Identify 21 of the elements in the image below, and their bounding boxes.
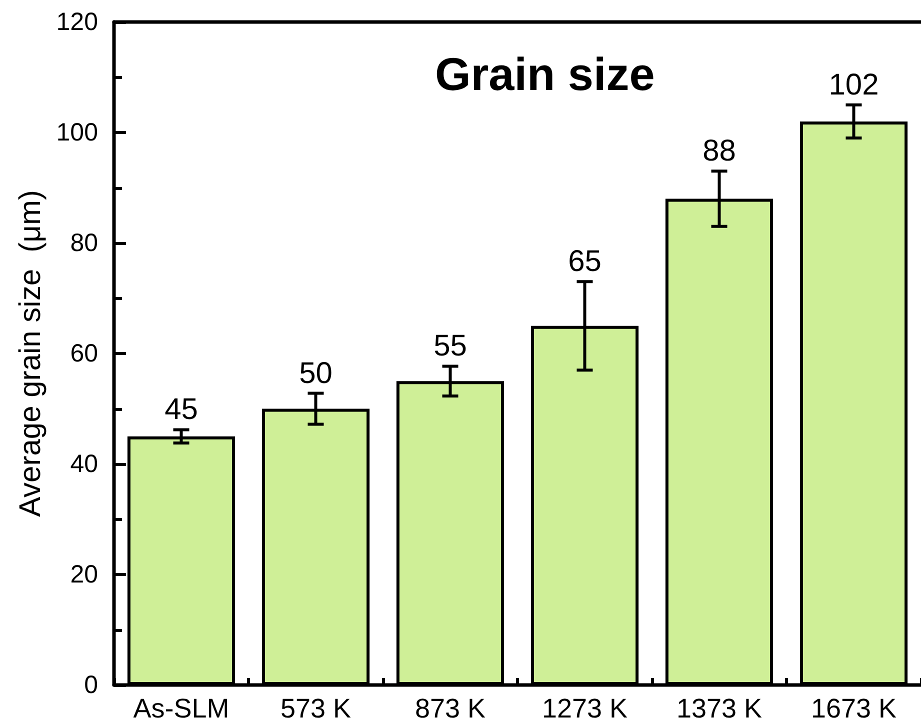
x-tick-label: 573 K <box>280 694 352 724</box>
y-tick-label: 120 <box>56 8 98 36</box>
text: Grain size <box>435 48 655 100</box>
x-tick-label: 1673 K <box>810 694 897 724</box>
y-tick-label: 100 <box>56 118 98 146</box>
y-tick-label: 60 <box>70 340 98 368</box>
data-label: 45 <box>164 393 198 426</box>
y-tick-label: 80 <box>70 229 98 257</box>
y-tick-label: 40 <box>70 450 98 478</box>
data-label: 55 <box>434 330 467 363</box>
y-tick-label: 20 <box>70 560 98 588</box>
y-axis-title: Average grain size (μm) <box>14 190 47 517</box>
x-tick-label: 1373 K <box>676 694 762 724</box>
y-tick-label: 0 <box>84 671 98 699</box>
x-tick-label: 873 K <box>414 694 486 724</box>
data-label: 65 <box>568 245 602 278</box>
x-tick-label: 1273 K <box>542 694 628 724</box>
data-label: 88 <box>702 134 736 168</box>
x-tick-label: As-SLM <box>133 694 230 724</box>
data-label: 50 <box>299 356 332 390</box>
data-label: 102 <box>828 68 879 102</box>
